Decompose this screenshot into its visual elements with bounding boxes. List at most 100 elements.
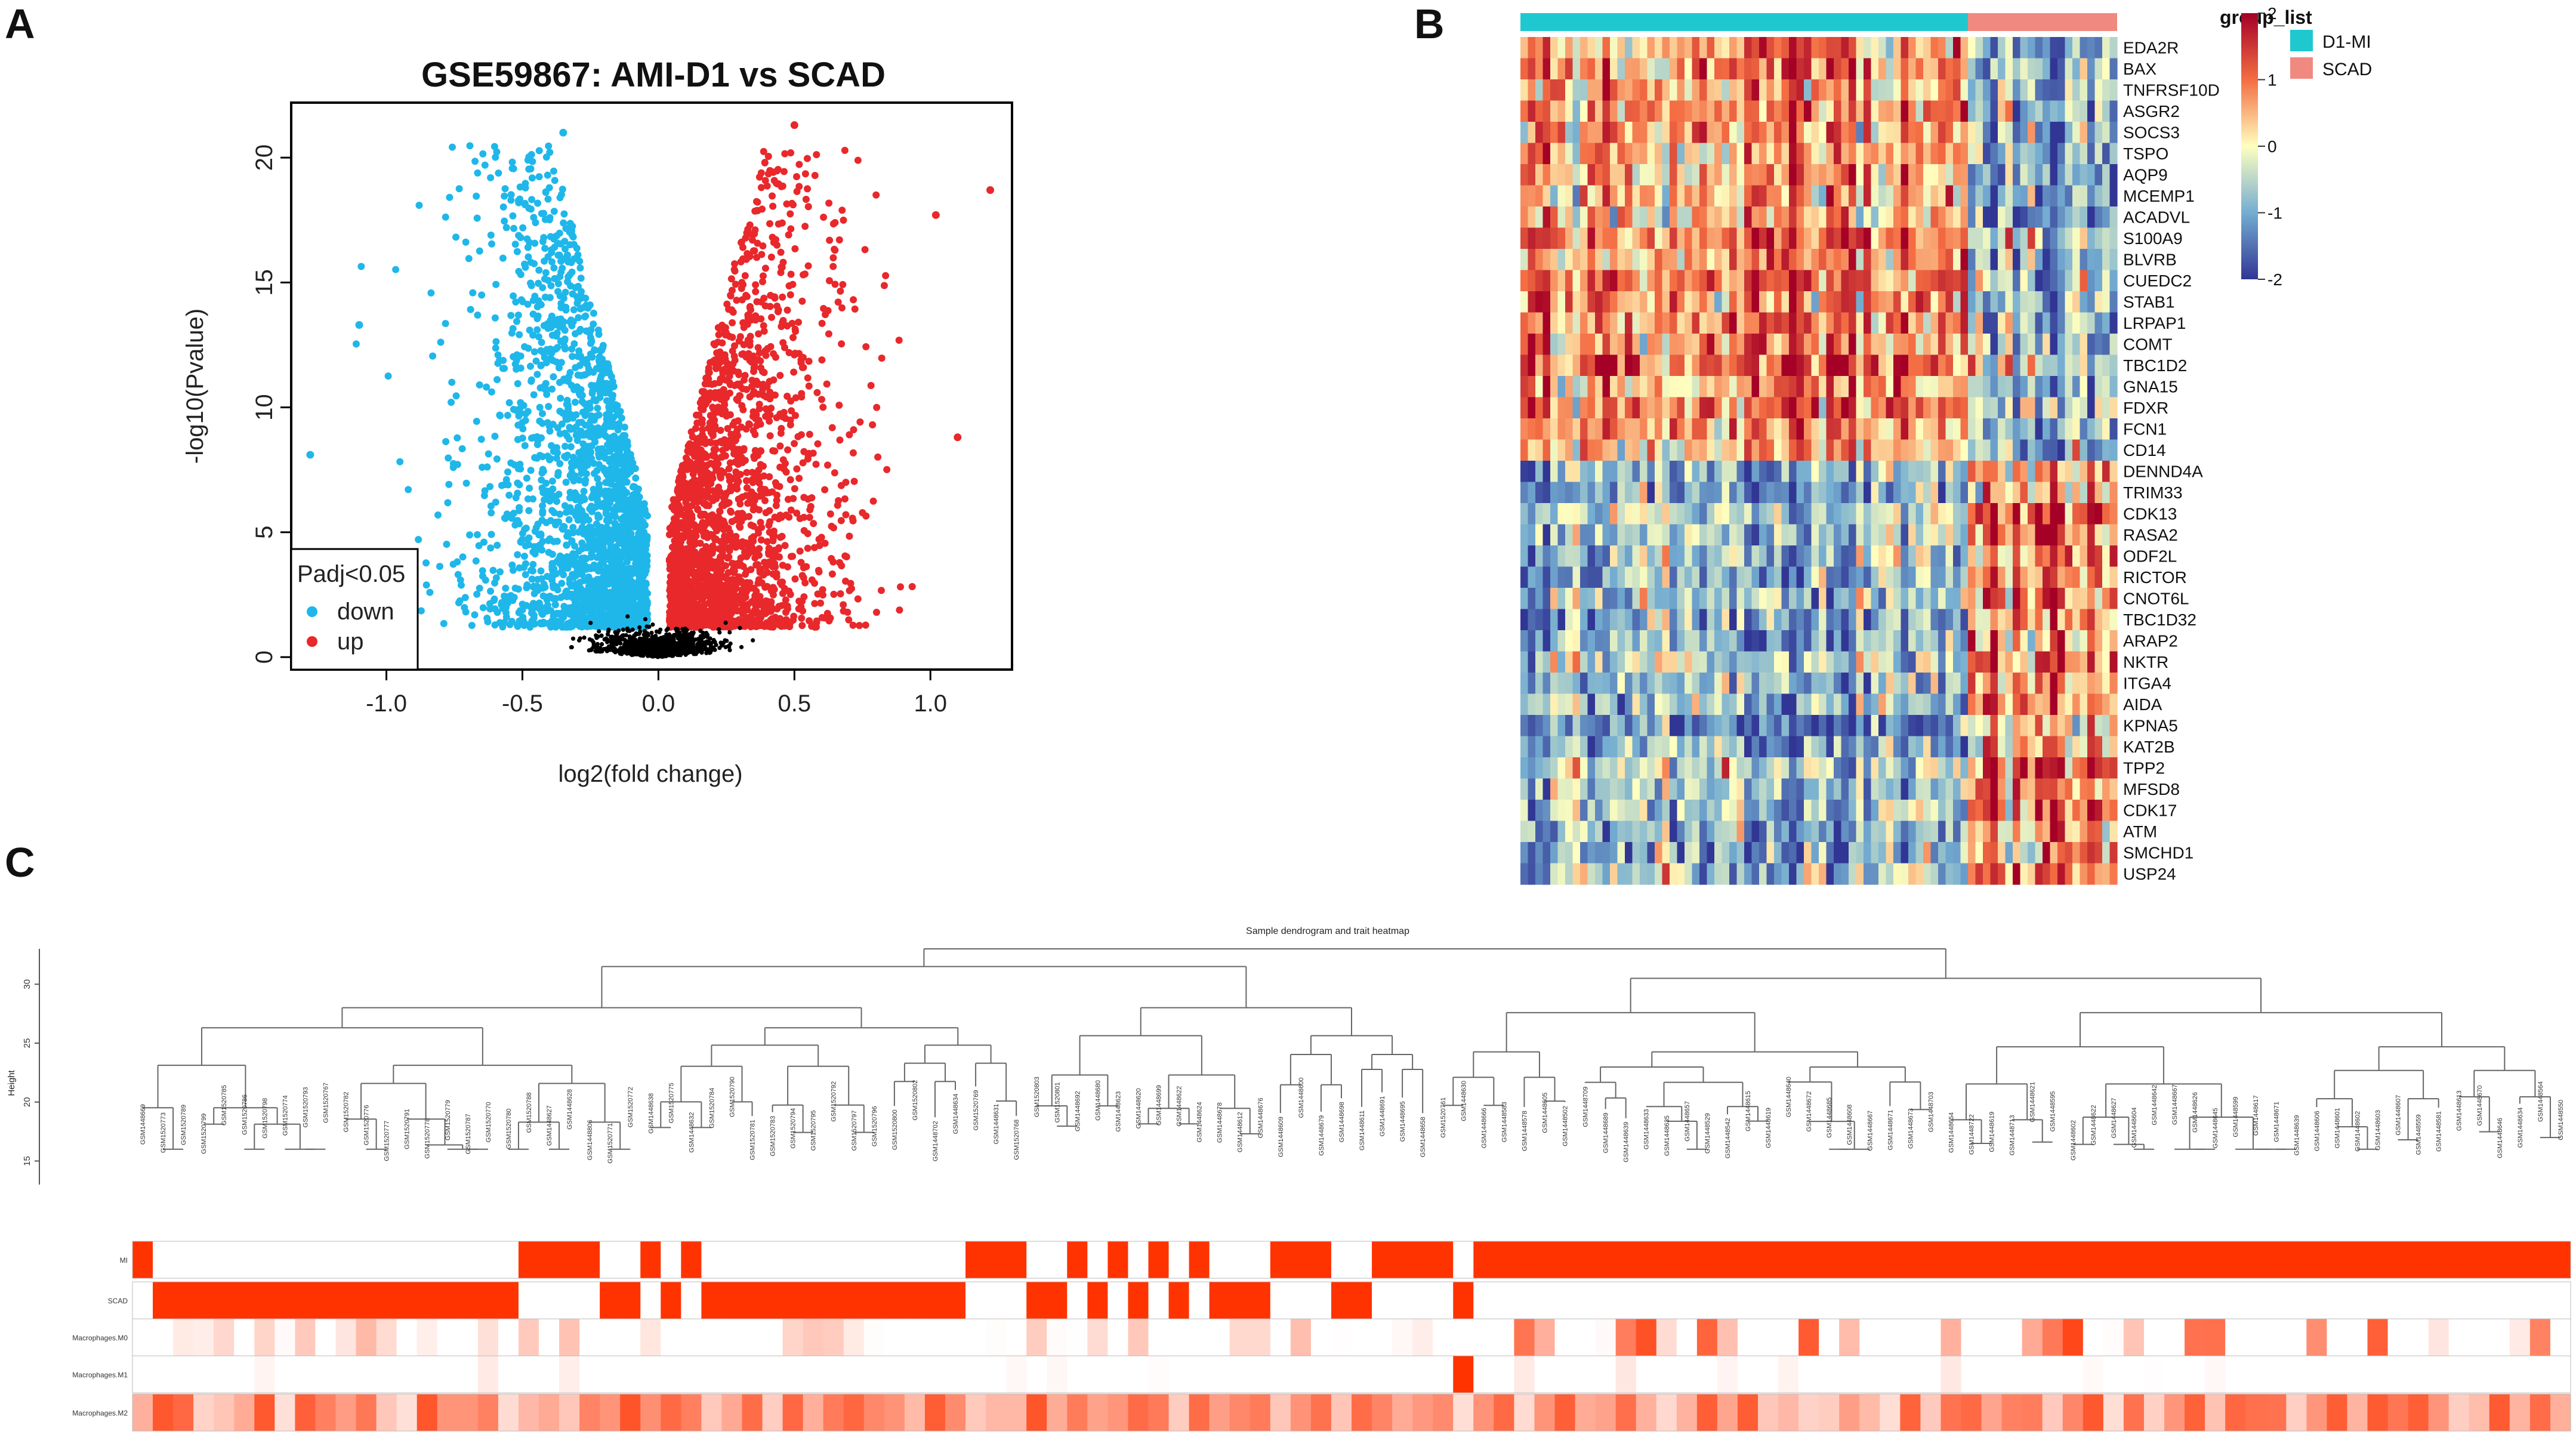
point-up [679, 511, 687, 519]
point-up [842, 511, 850, 519]
point-down [520, 563, 527, 571]
point-down [505, 491, 513, 499]
point-up [819, 403, 827, 411]
point-down [597, 355, 605, 363]
point-up [705, 514, 712, 522]
point-down [547, 345, 554, 353]
point-down [595, 578, 603, 586]
point-down [580, 495, 588, 502]
point-up [759, 242, 767, 250]
point-down [510, 594, 518, 602]
point-up [725, 553, 733, 561]
point-down [603, 380, 611, 387]
point-down [585, 428, 593, 436]
point-down [487, 587, 495, 595]
point-down [547, 233, 554, 240]
point-down [449, 560, 457, 568]
point-up [822, 311, 829, 319]
point-up [720, 582, 728, 590]
point-up [813, 151, 820, 159]
point-up [896, 606, 903, 614]
point-up [896, 583, 904, 591]
point-up [829, 263, 837, 270]
point-up [800, 593, 808, 601]
point-up [801, 579, 809, 587]
point-down [577, 386, 585, 393]
point-down [533, 371, 541, 378]
point-down [526, 239, 533, 246]
point-up [821, 486, 829, 494]
point-down [551, 321, 559, 329]
point-up [790, 368, 798, 376]
point-down [465, 255, 473, 263]
point-up [763, 393, 770, 401]
point-down [493, 609, 501, 616]
point-up [694, 616, 702, 624]
point-up [770, 547, 778, 554]
point-up [807, 502, 815, 510]
point-down [514, 312, 522, 319]
point-down [574, 353, 582, 360]
point-up [739, 319, 747, 326]
point-down [590, 470, 598, 477]
point-down [563, 508, 570, 516]
point-down [561, 335, 569, 343]
point-up [861, 246, 869, 254]
point-up [814, 440, 822, 448]
point-down [622, 442, 630, 449]
point-down [479, 150, 487, 158]
point-down [487, 174, 495, 181]
point-up [760, 608, 768, 615]
point-up [721, 331, 729, 339]
point-down [574, 516, 582, 524]
point-down [590, 414, 598, 421]
point-down [593, 365, 600, 372]
point-down [457, 581, 465, 589]
point-down [530, 611, 538, 619]
point-up [750, 368, 758, 375]
point-up [755, 400, 763, 408]
point-up [793, 465, 801, 473]
point-down [602, 570, 610, 578]
point-up [831, 469, 838, 477]
point-down [491, 433, 499, 440]
point-up [735, 447, 743, 455]
point-down [527, 165, 535, 172]
point-down [452, 233, 459, 241]
point-up [787, 270, 795, 278]
point-up [721, 351, 729, 359]
point-up [820, 214, 828, 221]
point-up [675, 534, 683, 541]
point-up [756, 569, 764, 576]
point-down [585, 302, 593, 310]
point-up [791, 485, 798, 492]
point-up [666, 608, 674, 616]
point-up [838, 206, 846, 214]
point-down [537, 530, 545, 538]
point-down [495, 169, 502, 177]
point-down [544, 171, 551, 179]
point-ns [727, 645, 732, 649]
point-up [766, 303, 774, 310]
point-down [530, 590, 538, 597]
point-down [606, 412, 613, 420]
point-down [553, 498, 560, 505]
point-up [834, 298, 842, 306]
point-down [604, 504, 612, 511]
point-up [751, 455, 758, 462]
point-up [750, 502, 758, 510]
point-up [782, 511, 790, 519]
point-down [564, 565, 572, 572]
point-down [603, 597, 611, 605]
point-up [786, 476, 794, 483]
point-down [602, 433, 610, 440]
point-down [579, 408, 587, 416]
point-up [828, 570, 836, 578]
point-down [473, 590, 481, 598]
point-up [682, 454, 690, 462]
point-down [616, 619, 624, 627]
series-down [306, 128, 652, 631]
point-up [773, 491, 781, 499]
point-up [766, 220, 774, 227]
point-up [883, 465, 891, 473]
